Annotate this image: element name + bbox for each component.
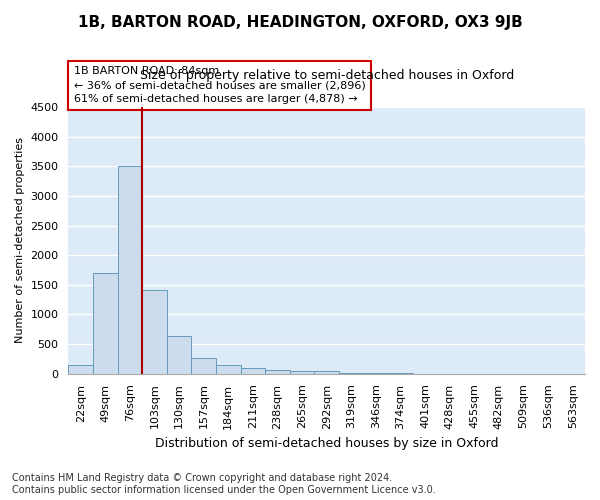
Text: Contains HM Land Registry data © Crown copyright and database right 2024.
Contai: Contains HM Land Registry data © Crown c…	[12, 474, 436, 495]
Title: Size of property relative to semi-detached houses in Oxford: Size of property relative to semi-detach…	[140, 69, 514, 82]
Bar	[142, 290, 167, 374]
Bar	[339, 373, 364, 374]
Bar	[364, 373, 388, 374]
Bar	[118, 166, 142, 374]
Bar	[290, 370, 314, 374]
Text: 1B, BARTON ROAD, HEADINGTON, OXFORD, OX3 9JB: 1B, BARTON ROAD, HEADINGTON, OXFORD, OX3…	[77, 15, 523, 30]
Y-axis label: Number of semi-detached properties: Number of semi-detached properties	[15, 138, 25, 344]
Bar	[241, 368, 265, 374]
Bar	[314, 372, 339, 374]
Text: 1B BARTON ROAD: 84sqm
← 36% of semi-detached houses are smaller (2,896)
61% of s: 1B BARTON ROAD: 84sqm ← 36% of semi-deta…	[74, 66, 365, 104]
Bar	[265, 370, 290, 374]
Bar	[191, 358, 216, 374]
Bar	[216, 364, 241, 374]
Bar	[93, 273, 118, 374]
Bar	[68, 365, 93, 374]
Bar	[167, 336, 191, 374]
X-axis label: Distribution of semi-detached houses by size in Oxford: Distribution of semi-detached houses by …	[155, 437, 499, 450]
